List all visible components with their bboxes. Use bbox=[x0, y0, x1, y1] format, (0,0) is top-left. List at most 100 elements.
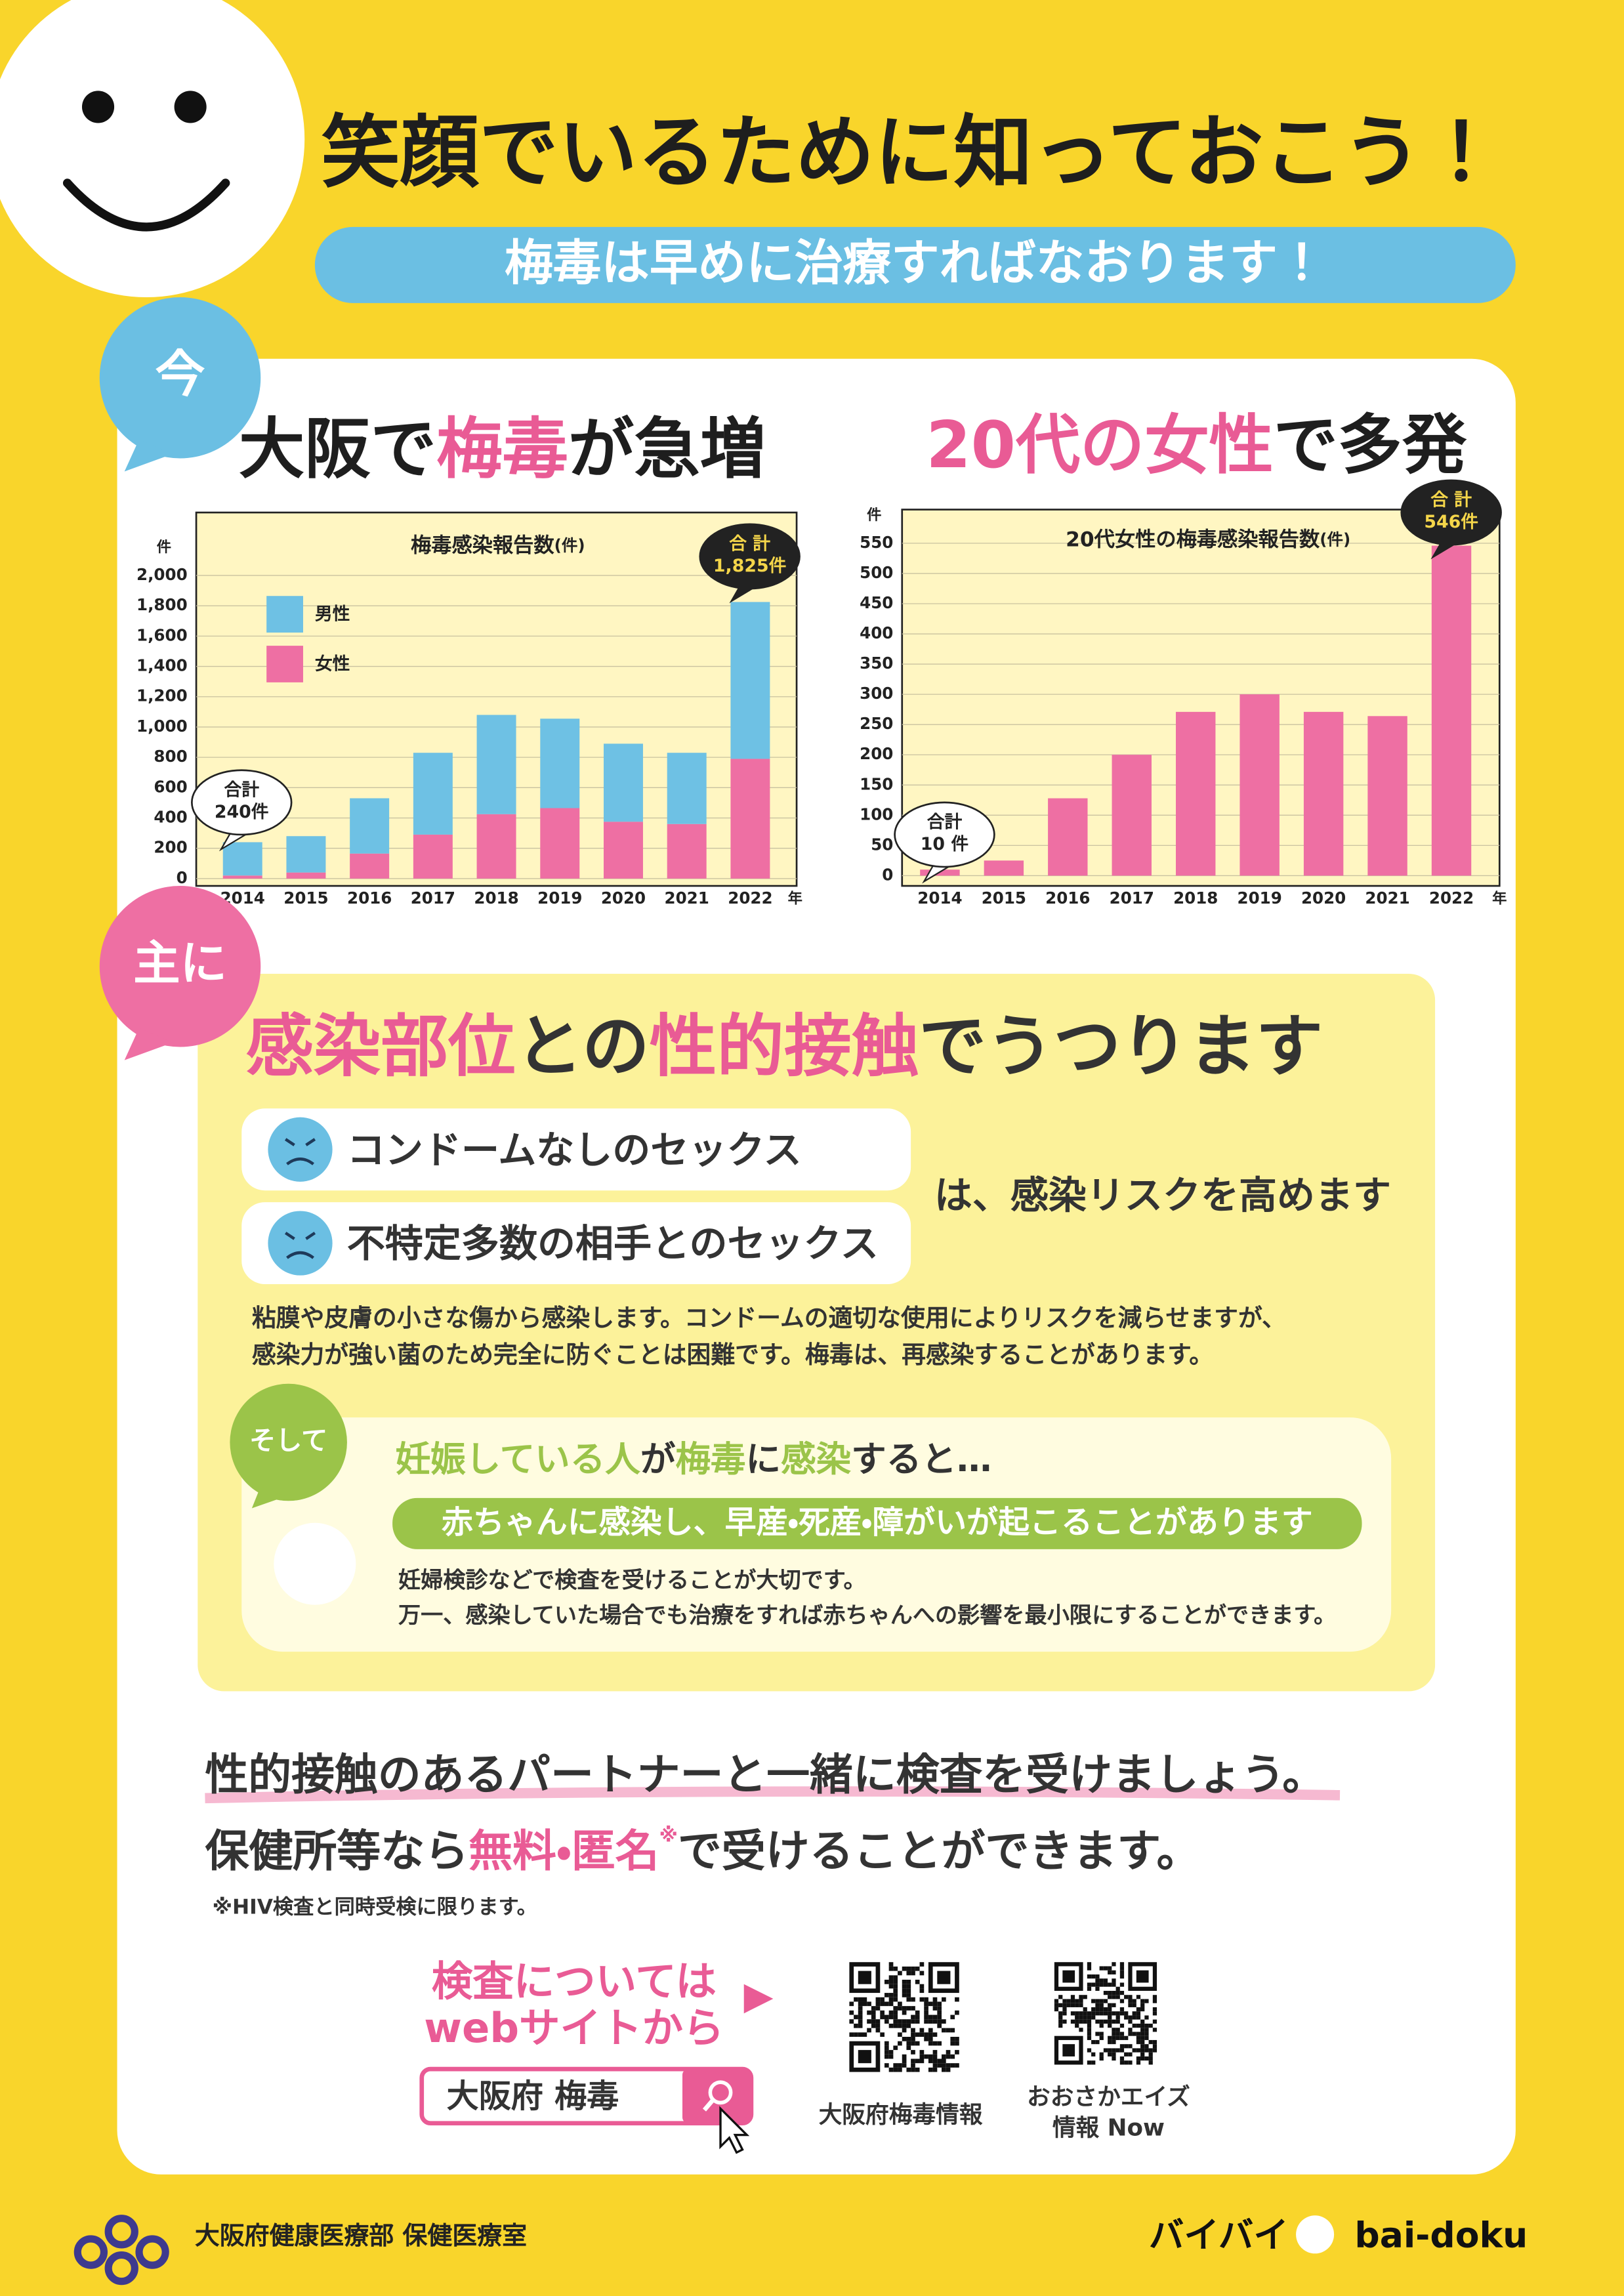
qr-module bbox=[911, 2037, 915, 2041]
qr-module bbox=[902, 1993, 907, 1997]
qr-module bbox=[1091, 1974, 1096, 1979]
bar bbox=[1112, 755, 1152, 876]
heading-part: でうつります bbox=[919, 1009, 1323, 1087]
qr-module bbox=[1108, 2003, 1112, 2007]
qr-module bbox=[1128, 1995, 1133, 1999]
qr-module bbox=[880, 2014, 885, 2020]
legend-label: 女性 bbox=[315, 654, 350, 675]
qr-module bbox=[1103, 2019, 1108, 2024]
bar-segment bbox=[667, 753, 707, 824]
qr-module bbox=[911, 1966, 915, 1971]
logo-text: バイバイ bbox=[1149, 2214, 1289, 2255]
bar-segment bbox=[603, 822, 643, 879]
qr-module bbox=[1091, 2007, 1096, 2012]
qr-module bbox=[928, 2032, 933, 2037]
qr-module bbox=[1128, 1999, 1133, 2003]
qr-module bbox=[1095, 2011, 1100, 2016]
y-tick-label: 50 bbox=[871, 835, 893, 854]
heading-part: で多発 bbox=[1274, 408, 1467, 483]
qr-module bbox=[1099, 1982, 1104, 1987]
qr-module bbox=[1124, 2044, 1129, 2049]
qr-module bbox=[942, 2028, 946, 2033]
heading-part: が bbox=[640, 1438, 676, 1480]
qr-module bbox=[1128, 2032, 1133, 2036]
qr-module bbox=[888, 1975, 894, 1980]
bar-segment bbox=[667, 824, 707, 879]
x-tick-label: 2017 bbox=[1110, 888, 1154, 908]
annotation-text: 10 件 bbox=[921, 834, 968, 854]
qr-finder bbox=[1062, 1970, 1075, 1983]
qr-module bbox=[893, 1979, 898, 1984]
qr-module bbox=[906, 2041, 911, 2046]
y-tick-label: 2,000 bbox=[136, 565, 188, 584]
qr-module bbox=[1108, 1995, 1112, 1999]
qr-module bbox=[1128, 2019, 1133, 2024]
chart-title-unit: (件) bbox=[1320, 530, 1350, 549]
qr-module bbox=[1070, 2003, 1075, 2007]
qr-module bbox=[919, 1988, 925, 1993]
qr-module bbox=[1140, 2023, 1145, 2028]
logo-latin: bai-doku bbox=[1354, 2214, 1528, 2255]
qr-module bbox=[919, 1984, 925, 1989]
body-text: 感染力が強い菌のため完全に防ぐことは困難です。梅毒は、再感染することがあります。 bbox=[252, 1341, 1213, 1369]
qr-module bbox=[932, 2001, 938, 2007]
cta-part: ※ bbox=[659, 1824, 678, 1846]
x-tick-label: 2019 bbox=[537, 888, 582, 908]
qr-module bbox=[888, 2010, 894, 2015]
qr-module bbox=[928, 2028, 933, 2033]
qr-module bbox=[932, 2006, 938, 2011]
qr-module bbox=[902, 2054, 907, 2059]
qr-module bbox=[937, 2014, 942, 2020]
badge-text: 主に bbox=[133, 936, 227, 990]
qr-module bbox=[893, 2067, 898, 2072]
qr-module bbox=[1079, 2028, 1083, 2032]
qr-module bbox=[1115, 2019, 1120, 2024]
qr-module bbox=[1112, 2028, 1116, 2032]
qr-module bbox=[1112, 1978, 1116, 1983]
qr-module bbox=[911, 2032, 915, 2037]
y-tick-label: 1,400 bbox=[136, 656, 188, 675]
qr-module bbox=[924, 1997, 928, 2002]
qr-module bbox=[1099, 1999, 1104, 2003]
qr-module bbox=[906, 2037, 911, 2041]
qr-module bbox=[1140, 2032, 1145, 2036]
qr-module bbox=[1095, 1982, 1100, 1987]
sad-face-lines bbox=[284, 1138, 316, 1165]
y-tick-label: 1,600 bbox=[136, 625, 188, 644]
qr-module bbox=[858, 2006, 863, 2011]
qr-module bbox=[1124, 2060, 1129, 2065]
qr-module bbox=[867, 2010, 871, 2015]
bar-segment bbox=[413, 753, 453, 835]
qr-module bbox=[888, 2014, 894, 2020]
qr-module bbox=[1136, 2011, 1141, 2016]
qr-code[interactable] bbox=[849, 1962, 959, 2072]
qr-module bbox=[1108, 2015, 1112, 2020]
qr-module bbox=[950, 2014, 955, 2020]
qr-module bbox=[858, 1997, 863, 2002]
qr-module bbox=[937, 2010, 942, 2015]
qr-module bbox=[875, 2006, 881, 2011]
qr-module bbox=[875, 2028, 881, 2033]
qr-module bbox=[937, 2006, 942, 2011]
qr-module bbox=[911, 2067, 915, 2072]
qr-module bbox=[919, 1962, 925, 1967]
qr-module bbox=[884, 2054, 889, 2059]
qr-module bbox=[893, 2014, 898, 2020]
qr-code[interactable] bbox=[1054, 1962, 1157, 2065]
qr-module bbox=[871, 2010, 876, 2015]
qr-module bbox=[919, 2058, 925, 2064]
qr-module bbox=[1103, 1999, 1108, 2003]
search-button[interactable] bbox=[682, 2069, 751, 2123]
chart-title-unit: (件) bbox=[554, 535, 585, 554]
qr-module bbox=[858, 2019, 863, 2024]
qr-module bbox=[849, 2010, 854, 2015]
qr-module bbox=[1119, 2007, 1125, 2012]
x-tick-label: 2021 bbox=[1365, 888, 1409, 908]
qr-finder bbox=[1136, 1970, 1149, 1983]
qr-module bbox=[1144, 2032, 1149, 2036]
qr-module bbox=[932, 2063, 938, 2068]
qr-module bbox=[1083, 2007, 1087, 2012]
qr-module bbox=[1108, 2039, 1112, 2045]
search-box[interactable]: 大阪府 梅毒 bbox=[419, 2066, 754, 2126]
qr-module bbox=[1099, 2023, 1104, 2028]
